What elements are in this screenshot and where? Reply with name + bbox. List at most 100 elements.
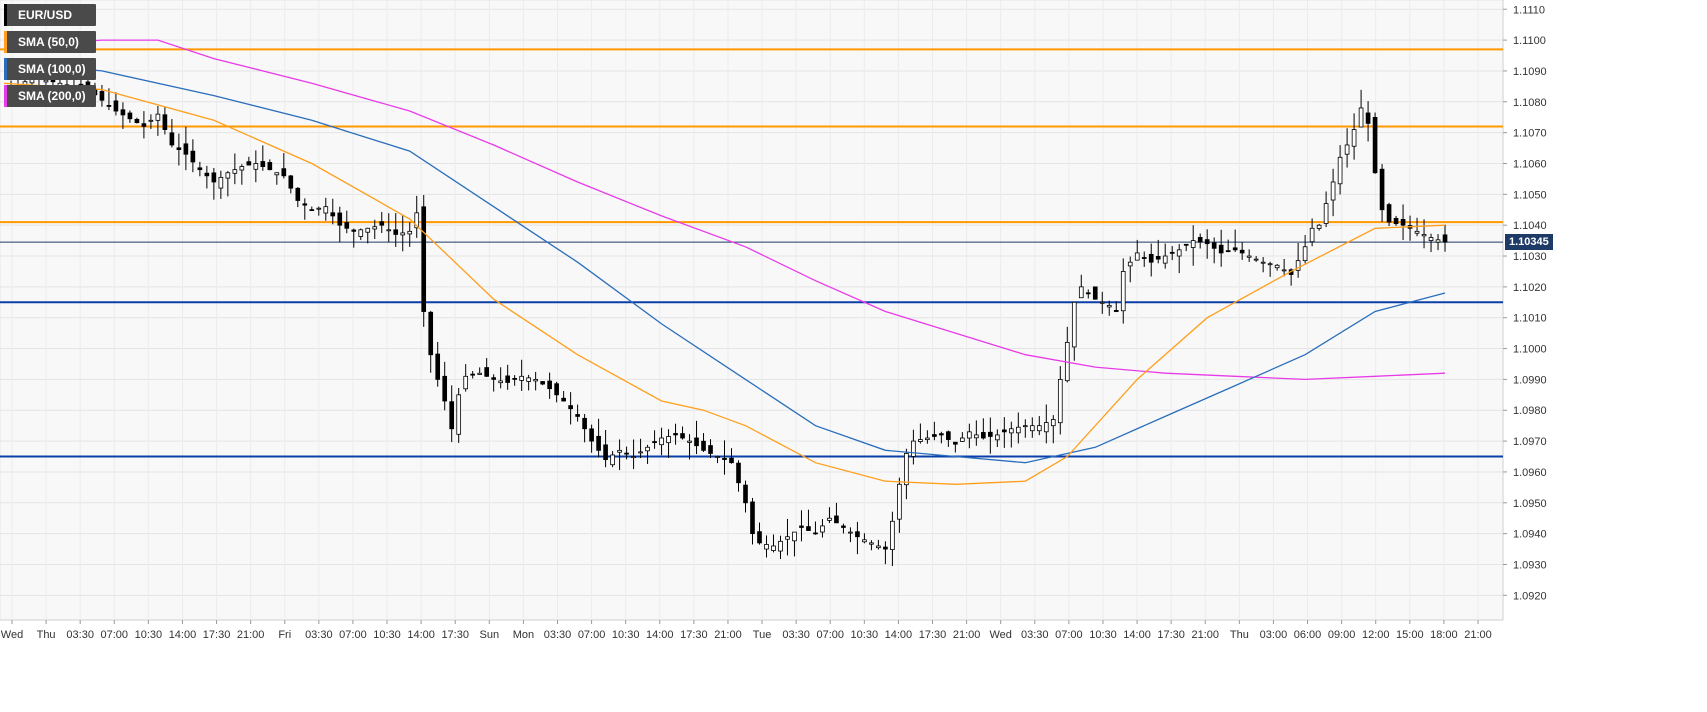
candle-body xyxy=(1002,429,1007,433)
y-axis-area xyxy=(1503,0,1707,712)
candle-body xyxy=(652,441,657,444)
candle-body xyxy=(183,143,189,155)
x-tick-label: 06:00 xyxy=(1294,629,1322,641)
candle-body xyxy=(890,520,895,550)
candle-body xyxy=(491,377,496,380)
candle-body xyxy=(554,383,559,396)
candle-body xyxy=(253,163,259,170)
x-tick-label: 07:00 xyxy=(816,629,844,641)
chart-legend: EUR/USD SMA (50,0) SMA (100,0) SMA (200,… xyxy=(4,4,96,112)
candle-body xyxy=(1442,234,1448,243)
candle-body xyxy=(771,545,776,551)
candle-body xyxy=(582,417,587,430)
candle-body xyxy=(883,546,888,550)
candle-body xyxy=(617,449,622,453)
legend-item-sma-200[interactable]: SMA (200,0) xyxy=(4,85,96,107)
candle-body xyxy=(379,221,385,226)
candle-body xyxy=(1029,425,1035,432)
x-tick-label: 21:00 xyxy=(237,629,265,641)
candle-body xyxy=(1386,204,1392,223)
candle-body xyxy=(288,175,294,189)
candle-body xyxy=(400,232,406,236)
candle-body xyxy=(1162,255,1168,264)
candle-body xyxy=(1190,240,1196,248)
legend-item-eurusd[interactable]: EUR/USD xyxy=(4,4,96,26)
candle-body xyxy=(267,162,273,171)
x-tick-label: 03:30 xyxy=(782,629,810,641)
candle-body xyxy=(645,446,650,452)
legend-swatch-eurusd xyxy=(4,4,7,26)
x-tick-label: Thu xyxy=(1230,629,1249,641)
candle-body xyxy=(1323,203,1329,224)
candle-body xyxy=(1267,263,1273,266)
candle-body xyxy=(932,434,937,437)
candle-body xyxy=(225,172,231,179)
y-tick-label: 1.1110 xyxy=(1513,4,1545,16)
candle-body xyxy=(631,456,636,459)
candle-body xyxy=(148,119,154,122)
candle-body xyxy=(141,123,147,127)
legend-item-sma-100[interactable]: SMA (100,0) xyxy=(4,58,96,80)
x-tick-label: 03:30 xyxy=(305,629,333,641)
candle-body xyxy=(820,525,825,533)
candle-body xyxy=(106,105,112,107)
legend-item-sma-50[interactable]: SMA (50,0) xyxy=(4,31,96,53)
candle-body xyxy=(407,230,413,235)
y-tick-label: 1.1040 xyxy=(1513,220,1547,232)
candle-body xyxy=(694,437,699,447)
candle-body xyxy=(302,203,308,206)
candle-body xyxy=(260,161,266,167)
candle-body xyxy=(967,431,972,439)
candle-body xyxy=(1085,292,1091,295)
candle-body xyxy=(309,209,315,212)
x-tick-label: Wed xyxy=(989,629,1011,641)
candle-body xyxy=(330,212,336,217)
y-tick-label: 1.0950 xyxy=(1513,498,1547,510)
candle-body xyxy=(414,212,420,229)
candle-body xyxy=(1253,258,1259,261)
x-tick-label: 18:00 xyxy=(1430,629,1458,641)
candle-body xyxy=(1092,286,1098,300)
legend-swatch-sma-100 xyxy=(4,58,7,80)
candle-body xyxy=(715,456,720,458)
x-tick-label: 17:30 xyxy=(680,629,708,641)
candle-body xyxy=(799,525,804,528)
candle-body xyxy=(1176,249,1182,257)
x-tick-label: Sun xyxy=(480,629,500,641)
candle-body xyxy=(736,462,741,484)
candle-body xyxy=(1099,301,1105,304)
x-tick-label: 03:30 xyxy=(544,629,572,641)
candle-body xyxy=(134,118,140,124)
x-tick-label: 21:00 xyxy=(953,629,981,641)
candle-body xyxy=(1218,244,1224,254)
candle-body xyxy=(1337,156,1343,185)
candle-body xyxy=(169,132,175,146)
x-tick-label: 17:30 xyxy=(919,629,947,641)
x-tick-label: 21:00 xyxy=(714,629,742,641)
candle-body xyxy=(575,414,580,417)
candle-body xyxy=(953,441,958,445)
x-tick-label: 17:30 xyxy=(1157,629,1185,641)
y-tick-label: 1.0980 xyxy=(1513,405,1547,417)
candle-body xyxy=(722,458,727,461)
candle-body xyxy=(155,113,161,121)
candle-body xyxy=(911,440,916,457)
candle-body xyxy=(589,428,594,442)
candle-body xyxy=(246,161,252,166)
y-tick-label: 1.0930 xyxy=(1513,559,1547,571)
candle-body xyxy=(792,531,797,542)
candle-body xyxy=(43,79,49,83)
x-tick-label: 17:30 xyxy=(203,629,231,641)
candle-body xyxy=(295,187,301,201)
candle-body xyxy=(729,457,734,464)
candle-body xyxy=(1400,218,1406,226)
candle-body xyxy=(1365,112,1371,124)
candle-body xyxy=(197,167,203,171)
candle-body xyxy=(708,445,713,454)
candle-body xyxy=(1071,301,1077,348)
candle-body xyxy=(673,433,678,436)
x-tick-label: 07:00 xyxy=(1055,629,1083,641)
legend-label: EUR/USD xyxy=(18,8,73,22)
candle-body xyxy=(687,440,692,443)
candle-body xyxy=(1344,144,1350,155)
